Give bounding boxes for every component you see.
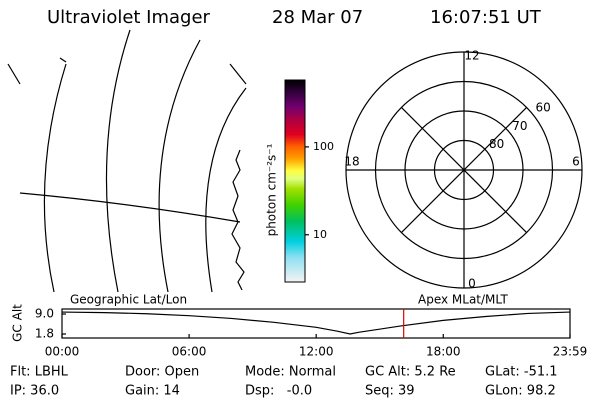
altitude-line [61, 311, 571, 335]
info-field: GC Alt: 5.2 Re [365, 365, 456, 380]
info-field: IP: 36.0 [10, 384, 59, 399]
colorbar [284, 79, 306, 283]
info-field: Mode: Normal [245, 365, 336, 380]
date: 28 Mar 07 [272, 7, 363, 28]
lat-circle [404, 110, 524, 230]
info-field: Door: Open [125, 365, 199, 380]
x-tick-label: 23:59 [553, 345, 588, 359]
x-tick-label: 00:00 [45, 345, 80, 359]
lat-label: 80 [489, 137, 504, 151]
colorbar-tick-label: 100 [313, 140, 334, 153]
y-tick-label: 9.0 [35, 307, 54, 321]
lat-label: 60 [536, 101, 551, 115]
lat-label: 70 [512, 119, 527, 133]
info-field: GLat: -51.1 [485, 365, 558, 380]
colorbar-label: photon cm⁻²s⁻¹ [265, 143, 279, 236]
info-field: GLon: 98.2 [485, 384, 556, 399]
info-field: Dsp: -0.0 [245, 384, 312, 399]
mlt-label: 0 [468, 277, 476, 291]
mlt-label: 6 [572, 155, 580, 169]
mlt-label: 12 [464, 49, 479, 63]
lat-circle [374, 80, 554, 260]
colorbar-tick-label: 10 [313, 228, 327, 241]
y-tick-label: 1.8 [35, 327, 54, 341]
x-tick-label: 18:00 [426, 345, 461, 359]
map [7, 29, 247, 293]
time: 16:07:51 UT [430, 7, 542, 28]
timeline-y-label: GC Alt [11, 304, 25, 342]
lat-circle [433, 139, 495, 201]
info-field: Seq: 39 [365, 384, 415, 399]
x-tick-label: 12:00 [299, 345, 334, 359]
x-tick-label: 06:00 [172, 345, 207, 359]
timeline-left-title: Geographic Lat/Lon [70, 293, 187, 307]
info-field: Gain: 14 [125, 384, 180, 399]
title: Ultraviolet Imager [47, 7, 211, 28]
info-field: Flt: LBHL [10, 365, 69, 380]
timeline-right-title: Apex MLat/MLT [418, 293, 508, 307]
mlt-label: 18 [344, 155, 359, 169]
